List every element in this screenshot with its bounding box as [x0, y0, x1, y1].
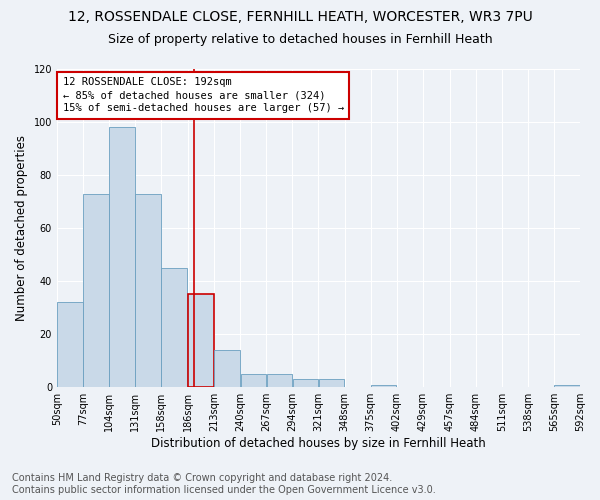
Bar [266, 374, 292, 387]
Bar [109, 128, 135, 387]
Bar [83, 194, 109, 387]
Text: 12, ROSSENDALE CLOSE, FERNHILL HEATH, WORCESTER, WR3 7PU: 12, ROSSENDALE CLOSE, FERNHILL HEATH, WO… [68, 10, 532, 24]
X-axis label: Distribution of detached houses by size in Fernhill Heath: Distribution of detached houses by size … [151, 437, 486, 450]
Bar [319, 380, 344, 387]
Bar [241, 374, 266, 387]
Bar [214, 350, 240, 387]
Text: Contains HM Land Registry data © Crown copyright and database right 2024.
Contai: Contains HM Land Registry data © Crown c… [12, 474, 436, 495]
Y-axis label: Number of detached properties: Number of detached properties [15, 135, 28, 321]
Text: 12 ROSSENDALE CLOSE: 192sqm
← 85% of detached houses are smaller (324)
15% of se: 12 ROSSENDALE CLOSE: 192sqm ← 85% of det… [63, 77, 344, 114]
Bar [136, 194, 161, 387]
Bar [371, 384, 397, 387]
Bar [554, 384, 580, 387]
Bar [161, 268, 187, 387]
Text: Size of property relative to detached houses in Fernhill Heath: Size of property relative to detached ho… [107, 32, 493, 46]
Bar [188, 294, 214, 387]
Bar [293, 380, 318, 387]
Bar [57, 302, 83, 387]
